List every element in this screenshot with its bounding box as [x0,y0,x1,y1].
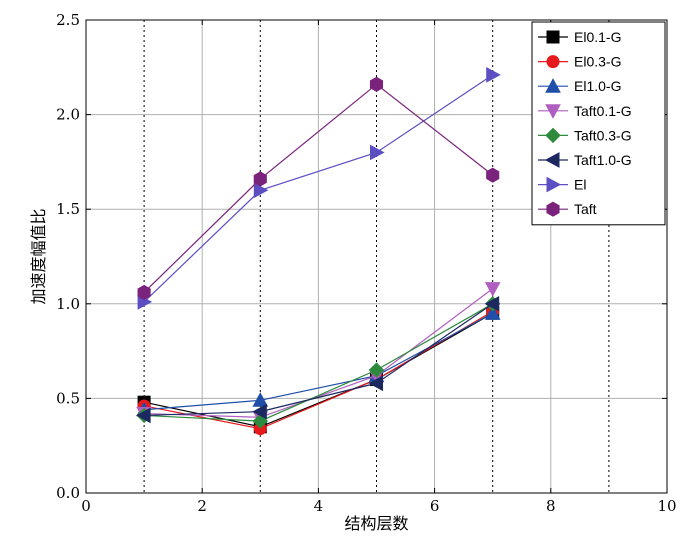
series-line [144,312,493,411]
series-line [144,303,493,422]
x-tick-label: 2 [197,497,207,515]
series-El [137,67,501,310]
data-point [253,182,269,199]
data-point [370,144,385,161]
y-tick-label: 0.5 [56,389,80,407]
data-point [252,392,269,407]
y-tick-label: 0.0 [56,484,80,502]
data-point [136,407,151,424]
series-layer [136,67,501,436]
legend-item: El0.1-G [538,29,621,45]
legend-marker [544,152,560,168]
data-point [486,167,500,183]
data-point [253,171,267,187]
series-line [144,303,494,417]
y-axis-label: 加速度幅值比 [29,208,48,304]
legend-label: El [574,177,586,193]
data-point [484,282,501,297]
legend-item: El0.3-G [538,54,621,70]
series-Taft [137,76,500,301]
data-point [484,305,501,320]
x-tick-label: 8 [546,497,556,515]
x-tick-label: 10 [657,497,676,515]
legend-box [531,21,666,226]
series-line [143,310,494,430]
legend-item: Taft0.1-G [538,103,632,119]
legend-item: El1.0-G [538,78,621,94]
data-point [368,362,385,378]
data-point [368,375,383,392]
legend-item: Taft0.3-G [538,127,632,143]
y-tick-label: 1.0 [56,295,80,313]
legend-marker [545,104,561,119]
legend: El0.1-G El0.3-G El1.0-G Taft0.1-G Taft0.3-G T… [531,21,666,226]
legend-item: El [538,177,586,193]
x-axis-label: 结构层数 [344,514,408,533]
plot-frame [85,19,668,494]
legend-label: El0.1-G [574,29,621,45]
y-tick-label: 2.0 [56,106,80,124]
legend-marker [546,176,562,193]
legend-marker [546,201,560,217]
data-point [484,295,500,312]
series-line [143,74,494,303]
y-tick-label: 2.5 [56,11,80,29]
legend-marker [545,78,561,93]
legend-item: Taft [538,201,597,217]
x-tick-label: 6 [430,497,440,515]
series-line [143,312,493,428]
x-tick-label: 4 [314,497,324,515]
legend-label: El0.3-G [574,54,621,70]
legend-marker [546,30,560,44]
axis-ticks: 0 2 4 6 8 10 0.0 0.5 1.0 1.5 2.0 2.5 [56,11,676,515]
x-tick-label: 0 [81,497,91,515]
legend-label: Taft1.0-G [574,152,632,168]
legend-marker [546,55,560,69]
data-point [369,76,384,92]
data-point [486,67,501,83]
data-point [137,284,151,301]
legend-label: Taft0.1-G [574,103,632,119]
series-line [143,83,494,293]
legend-label: Taft0.3-G [574,127,632,143]
legend-marker [545,127,561,144]
series-Taft1.0-G [136,295,500,424]
data-point [252,403,267,420]
y-tick-label: 1.5 [56,200,80,218]
dotted-reference-lines [143,20,610,493]
legend-label: El1.0-G [574,78,621,94]
legend-label: Taft [574,201,597,217]
legend-item: Taft1.0-G [538,152,632,168]
series-line [144,288,494,418]
